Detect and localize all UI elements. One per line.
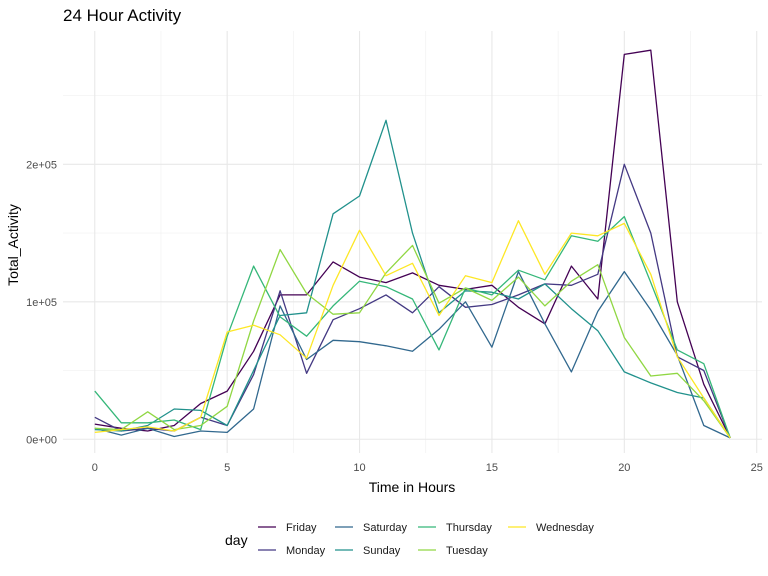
legend-label-sunday: Sunday [363, 545, 401, 557]
x-tick-label: 0 [92, 462, 98, 474]
x-tick-label: 25 [751, 462, 763, 474]
x-axis-title: Time in Hours [369, 479, 456, 495]
series-line-saturday [94, 270, 731, 439]
y-tick-label: 1e+05 [26, 297, 57, 309]
series-line-thursday [94, 215, 731, 439]
y-tick-label: 2e+05 [26, 159, 57, 171]
legend-label-wednesday: Wednesday [536, 522, 594, 534]
series-line-friday [94, 49, 731, 439]
legend-label-tuesday: Tuesday [446, 545, 488, 557]
series-lines [94, 49, 731, 439]
legend: day Friday Monday Saturday Sunday Thursday Tu… [225, 522, 594, 557]
chart-title: 24 Hour Activity [63, 6, 182, 25]
legend-label-saturday: Saturday [363, 522, 408, 534]
x-tick-label: 15 [486, 462, 498, 474]
y-axis-ticks: 0e+00 1e+05 2e+05 [26, 159, 57, 446]
legend-label-thursday: Thursday [446, 522, 492, 534]
y-tick-label: 0e+00 [26, 434, 57, 446]
legend-label-friday: Friday [286, 522, 317, 534]
x-axis-ticks: 0 5 10 15 20 25 [92, 462, 763, 474]
series-line-tuesday [94, 244, 731, 439]
legend-label-monday: Monday [286, 545, 326, 557]
legend-title: day [225, 532, 248, 548]
y-axis-title: Total_Activity [5, 204, 21, 286]
series-line-wednesday [94, 220, 731, 439]
series-line-sunday [94, 119, 731, 439]
minor-grid [63, 31, 762, 453]
major-grid [63, 31, 762, 453]
x-tick-label: 20 [618, 462, 630, 474]
x-tick-label: 5 [224, 462, 230, 474]
x-tick-label: 10 [353, 462, 365, 474]
